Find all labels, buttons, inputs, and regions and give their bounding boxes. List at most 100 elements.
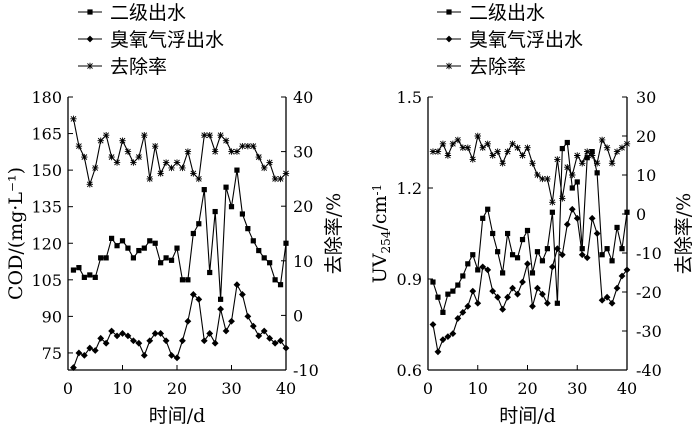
data-point: [228, 148, 235, 155]
data-point: [141, 132, 148, 139]
data-point: [179, 277, 186, 283]
data-point: [206, 330, 214, 337]
data-point: [618, 272, 626, 280]
data-point: [484, 266, 492, 274]
data-point: [70, 364, 77, 371]
data-point: [470, 252, 476, 258]
data-point: [135, 153, 143, 161]
data-point: [549, 199, 556, 206]
data-point: [588, 152, 596, 159]
data-point: [135, 339, 143, 347]
data-point: [479, 263, 487, 271]
data-point: [217, 132, 224, 139]
data-point: [228, 317, 235, 325]
data-point: [604, 246, 610, 252]
data-point: [593, 230, 601, 237]
data-point: [119, 330, 126, 337]
data-point: [544, 246, 550, 252]
data-point: [603, 293, 611, 301]
data-point: [494, 293, 502, 301]
data-point: [173, 159, 181, 166]
data-point: [588, 214, 596, 222]
data-point: [554, 300, 560, 306]
legend-entry-1: 二级出水: [437, 2, 545, 24]
y-axis-title: UV254/cm-1: [369, 184, 393, 283]
y2-tick-label: 10: [636, 166, 656, 185]
x-axis-title: 时间/d: [149, 405, 206, 427]
legend-label: 二级出水: [469, 2, 545, 24]
data-point: [613, 284, 621, 292]
data-point: [569, 171, 576, 179]
x-tick-label: 20: [517, 379, 537, 398]
data-point: [195, 175, 202, 183]
data-point: [244, 142, 252, 150]
data-point: [475, 267, 481, 273]
data-point: [228, 204, 235, 210]
data-point: [464, 302, 472, 310]
data-point: [474, 132, 481, 140]
data-point: [189, 291, 197, 298]
legend-marker: [445, 62, 453, 70]
data-point: [272, 277, 278, 283]
data-point: [534, 284, 541, 292]
data-point: [534, 249, 541, 255]
data-point: [212, 208, 218, 215]
data-point: [70, 267, 77, 273]
data-point: [108, 153, 115, 161]
data-point: [454, 136, 462, 144]
data-point: [469, 287, 477, 295]
data-point: [509, 252, 516, 258]
data-point: [223, 184, 229, 190]
legend-entry-3: 去除率: [437, 56, 526, 78]
data-point: [184, 317, 192, 325]
y-tick-label: 75: [42, 344, 62, 363]
data-point: [435, 294, 441, 300]
data-point: [579, 246, 585, 252]
data-point: [559, 195, 566, 202]
data-point: [250, 142, 257, 150]
data-point: [455, 282, 461, 288]
data-point: [609, 258, 615, 264]
data-point: [250, 238, 256, 244]
y-tick-label: 1.2: [397, 179, 422, 198]
data-point: [173, 354, 181, 362]
data-point: [207, 269, 213, 276]
data-point: [147, 238, 153, 244]
data-point: [136, 247, 142, 254]
data-point: [558, 251, 566, 259]
data-point: [152, 142, 159, 150]
data-point: [524, 227, 531, 234]
data-point: [524, 260, 531, 268]
data-point: [168, 351, 175, 359]
data-point: [514, 255, 521, 261]
data-point: [114, 243, 120, 249]
data-point: [283, 240, 289, 246]
data-point: [162, 337, 170, 345]
y-tick-label: 0.9: [397, 270, 422, 289]
legend-entry-2: 臭氧气浮出水: [78, 29, 224, 51]
data-point: [623, 140, 631, 147]
legend-label: 去除率: [469, 56, 526, 78]
data-point: [484, 140, 491, 147]
y2-tick-label: 0: [636, 205, 646, 224]
data-point: [548, 263, 556, 271]
data-point: [217, 305, 224, 313]
data-point: [233, 281, 241, 289]
data-point: [113, 332, 121, 340]
data-point: [109, 235, 115, 241]
data-point: [594, 170, 600, 176]
data-point: [495, 249, 501, 255]
data-point: [196, 221, 202, 227]
data-point: [87, 272, 93, 278]
data-point: [168, 257, 175, 263]
x-tick-label: 0: [423, 379, 433, 398]
data-point: [195, 295, 203, 303]
data-point: [92, 274, 98, 280]
data-point: [608, 299, 616, 307]
data-point: [163, 255, 169, 261]
legend-marker: [87, 9, 93, 15]
data-point: [184, 148, 192, 155]
data-point: [563, 221, 571, 228]
